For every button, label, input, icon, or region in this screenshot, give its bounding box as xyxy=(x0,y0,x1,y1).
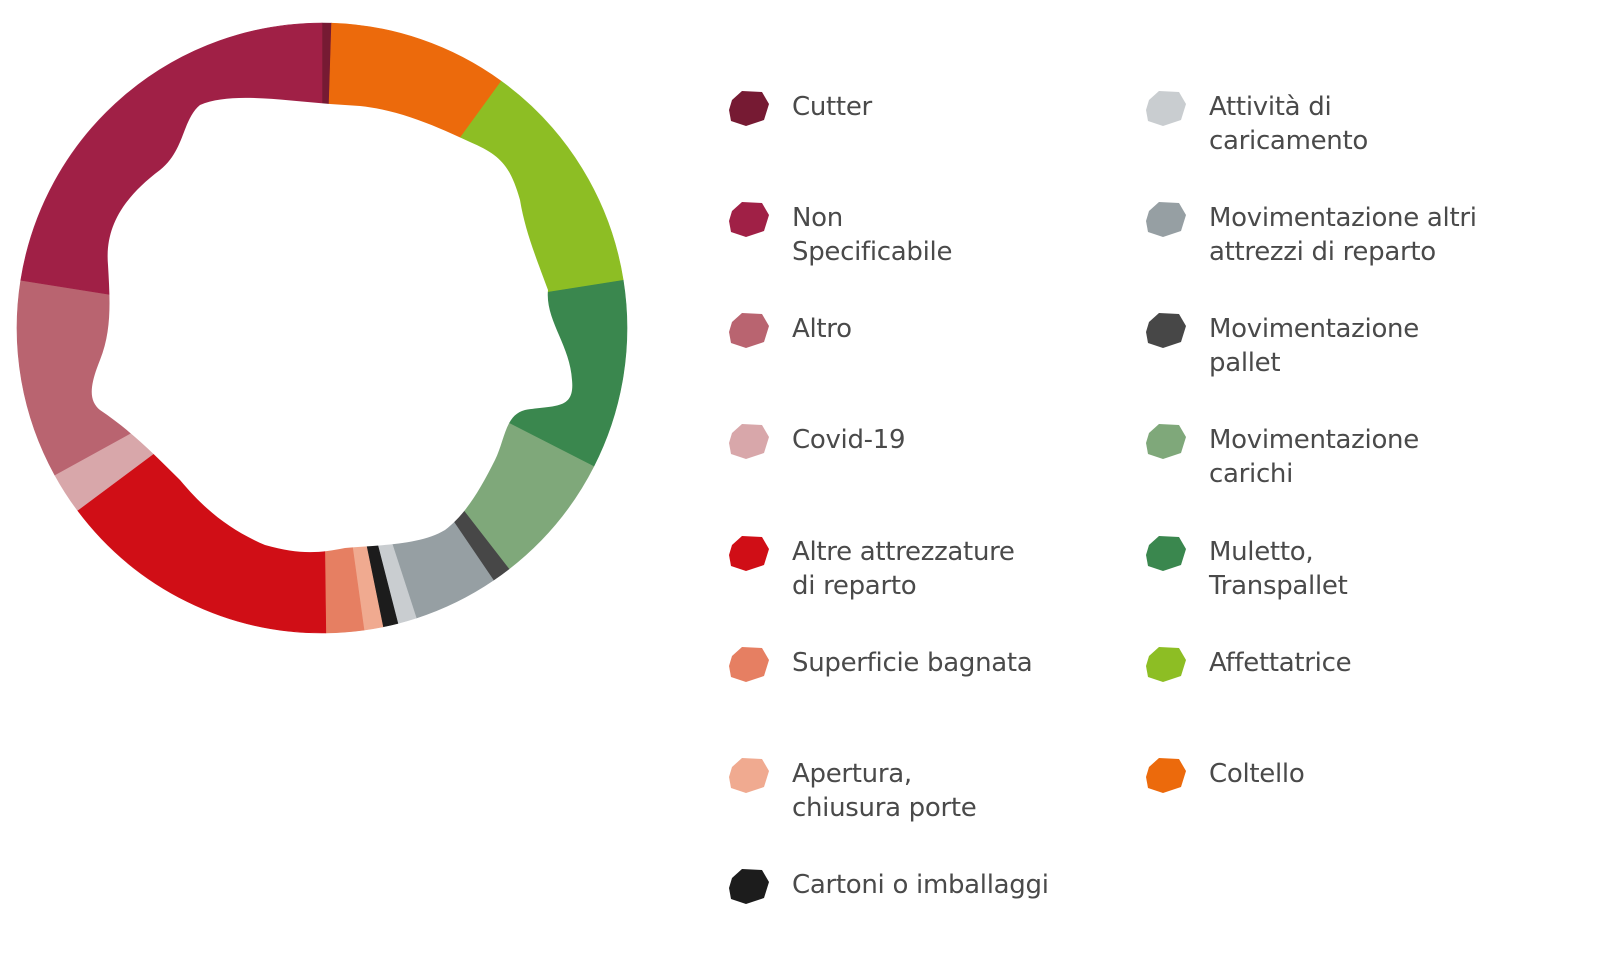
legend-swatch xyxy=(1146,313,1186,348)
legend-swatch xyxy=(1146,424,1186,459)
legend-label: Cutter xyxy=(792,92,872,122)
legend-swatch xyxy=(729,424,769,459)
legend-item-non-specificabile: Non Specificabile xyxy=(728,201,952,269)
legend-item-altre-attrezzature: Altre attrezzature di reparto xyxy=(728,535,1015,603)
donut-hole xyxy=(91,97,573,553)
legend-label: Superficie bagnata xyxy=(792,648,1033,678)
legend-swatch xyxy=(1146,758,1186,793)
legend-item-movimentazione-altri-attrezzi: Movimentazione altri attrezzi di reparto xyxy=(1145,201,1477,269)
legend-item-apertura-chiusura-porte: Apertura, chiusura porte xyxy=(728,757,977,825)
legend-swatch xyxy=(1146,647,1186,682)
legend-swatch xyxy=(729,536,769,571)
legend-label: Apertura, chiusura porte xyxy=(792,759,977,823)
legend-item-coltello: Coltello xyxy=(1145,757,1305,795)
legend-label: Movimentazione altri attrezzi di reparto xyxy=(1209,203,1477,267)
legend-item-attivita-caricamento: Attività di caricamento xyxy=(1145,90,1368,158)
legend-item-cartoni-imballaggi: Cartoni o imballaggi xyxy=(728,868,1049,906)
legend-label: Cartoni o imballaggi xyxy=(792,870,1049,900)
legend-item-movimentazione-carichi: Movimentazione carichi xyxy=(1145,423,1419,491)
legend-label: Attività di caricamento xyxy=(1209,92,1368,156)
legend-label: Muletto, Transpallet xyxy=(1209,537,1348,601)
legend-label: Covid-19 xyxy=(792,425,906,455)
legend-item-altro: Altro xyxy=(728,312,852,350)
legend-swatch xyxy=(1146,536,1186,571)
legend-swatch xyxy=(1146,202,1186,237)
legend-swatch xyxy=(729,647,769,682)
legend-label: Movimentazione carichi xyxy=(1209,425,1419,489)
legend-label: Non Specificabile xyxy=(792,203,953,267)
legend-swatch xyxy=(729,202,769,237)
legend-swatch xyxy=(729,758,769,793)
legend-swatch xyxy=(1146,91,1186,126)
legend-swatch xyxy=(729,91,769,126)
legend-swatch xyxy=(729,313,769,348)
legend-item-cutter: Cutter xyxy=(728,90,872,128)
legend-item-movimentazione-pallet: Movimentazione pallet xyxy=(1145,312,1419,380)
legend-label: Movimentazione pallet xyxy=(1209,314,1419,378)
legend-label: Coltello xyxy=(1209,759,1305,789)
legend-item-covid-19: Covid-19 xyxy=(728,423,906,461)
legend-swatch xyxy=(729,869,769,904)
legend-item-muletto-transpallet: Muletto, Transpallet xyxy=(1145,535,1348,603)
legend-label: Affettatrice xyxy=(1209,648,1352,678)
legend-item-affettatrice: Affettatrice xyxy=(1145,646,1352,684)
donut-chart xyxy=(16,22,628,634)
legend-item-superficie-bagnata: Superficie bagnata xyxy=(728,646,1033,684)
legend-label: Altro xyxy=(792,314,852,344)
legend-label: Altre attrezzature di reparto xyxy=(792,537,1015,601)
